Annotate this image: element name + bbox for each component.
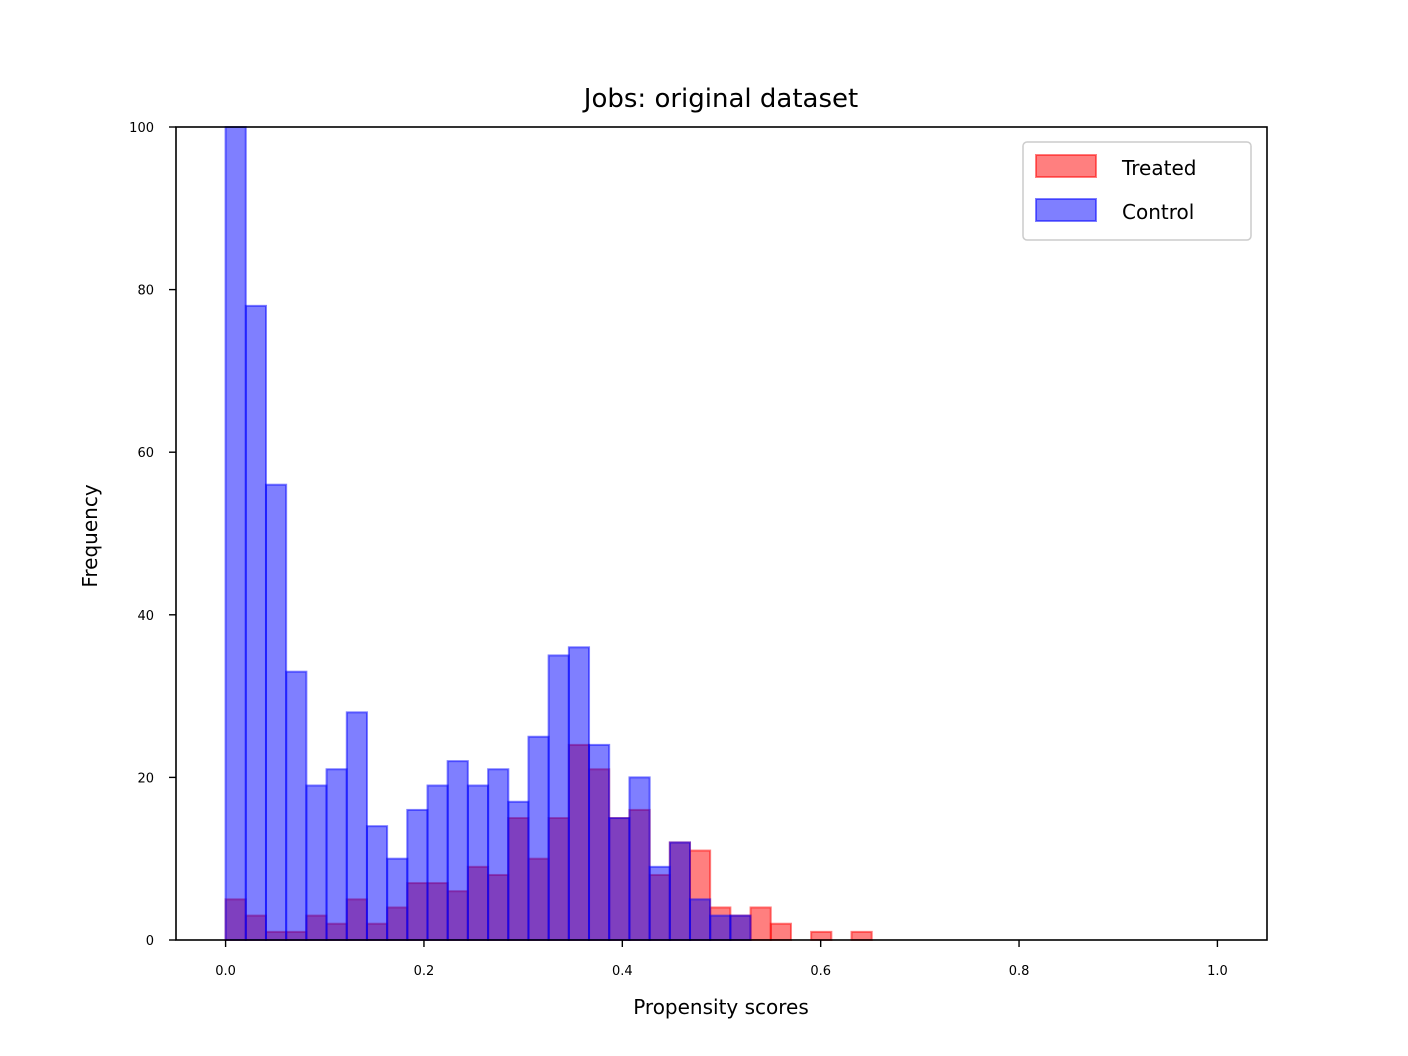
bar-treated-27 — [769, 922, 792, 941]
legend: Treated Control — [1022, 141, 1252, 241]
x-tick-label-0: 0.0 — [215, 964, 236, 979]
bar-control-9 — [406, 808, 429, 941]
bar-control-8 — [386, 857, 409, 942]
y-tick-label-3: 60 — [137, 446, 154, 461]
bar-treated-29 — [850, 930, 873, 941]
bar-control-14 — [507, 800, 530, 941]
bar-control-16 — [547, 654, 570, 941]
chart-title: Jobs: original dataset — [582, 84, 858, 114]
x-tick-label-2: 0.4 — [612, 964, 633, 979]
y-tick-label-5: 100 — [129, 121, 154, 136]
bar-control-18 — [587, 743, 611, 941]
plot-frame — [175, 126, 1268, 941]
y-tick-label-1: 20 — [137, 771, 154, 786]
bar-control-22 — [668, 841, 692, 941]
bar-control-2 — [264, 483, 288, 941]
bar-control-11 — [446, 760, 469, 942]
bar-control-20 — [628, 776, 651, 942]
bar-control-24 — [709, 914, 732, 941]
ticks-layer: 0.0 0.2 0.4 0.6 0.8 1.0 0 20 40 60 80 100 — [129, 121, 1228, 979]
x-tick-label-3: 0.6 — [810, 964, 831, 979]
bar-treated-26 — [749, 906, 772, 941]
bar-control-17 — [567, 646, 591, 941]
bar-control-6 — [345, 711, 368, 941]
bars-layer — [224, 126, 873, 942]
bar-control-23 — [688, 898, 712, 941]
x-axis-label: Propensity scores — [633, 995, 809, 1019]
legend-label-control: Control — [1122, 200, 1194, 224]
bar-control-3 — [285, 670, 308, 942]
x-tick-label-4: 0.8 — [1009, 964, 1030, 979]
x-tick-label-5: 1.0 — [1207, 964, 1228, 979]
bar-control-21 — [648, 865, 671, 942]
bar-control-25 — [729, 914, 752, 941]
bar-control-4 — [305, 784, 328, 942]
bar-control-1 — [244, 304, 268, 941]
legend-swatch-treated — [1035, 154, 1097, 178]
bar-control-7 — [365, 825, 389, 941]
legend-label-treated: Treated — [1121, 156, 1196, 180]
legend-swatch-control — [1035, 198, 1097, 222]
y-tick-label-4: 80 — [137, 284, 154, 299]
bar-treated-28 — [810, 930, 833, 941]
x-tick-label-1: 0.2 — [414, 964, 435, 979]
y-axis-label: Frequency — [78, 484, 102, 587]
y-tick-label-0: 0 — [146, 934, 154, 949]
bar-control-13 — [487, 768, 510, 942]
bar-control-19 — [608, 817, 631, 941]
bar-control-12 — [466, 784, 490, 942]
bar-control-10 — [426, 784, 449, 942]
bar-control-15 — [527, 735, 550, 941]
bar-control-0 — [224, 126, 247, 941]
bar-control-5 — [325, 768, 348, 942]
y-tick-label-2: 40 — [137, 609, 154, 624]
